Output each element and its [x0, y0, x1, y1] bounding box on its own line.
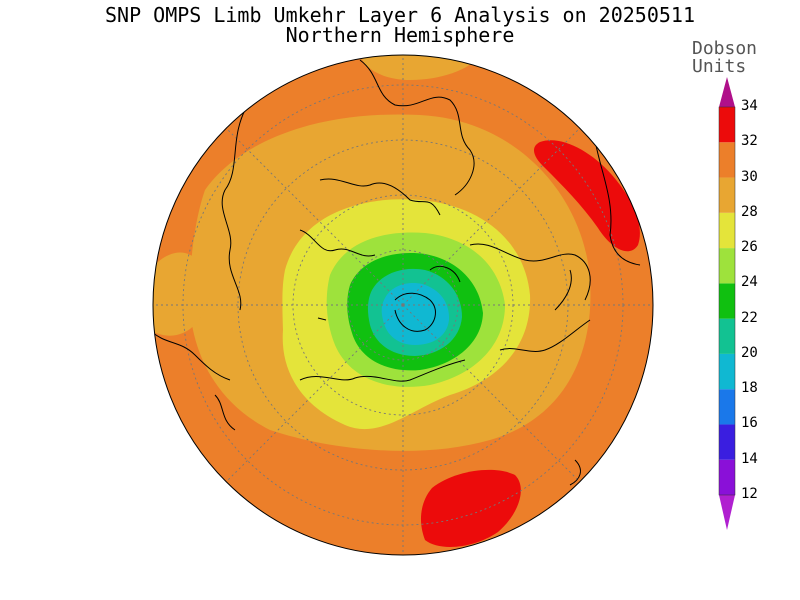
colorbar-band — [719, 248, 735, 284]
map-subtitle: Northern Hemisphere — [285, 23, 515, 47]
colorbar — [718, 77, 736, 530]
colorbar-under-arrow — [719, 495, 735, 530]
colorbar-units-line2: Units — [692, 56, 747, 77]
field-28-30-top — [360, 55, 480, 80]
colorbar-tick-label: 22 — [741, 309, 758, 326]
colorbar-band — [719, 283, 735, 319]
colorbar-band — [719, 212, 735, 249]
colorbar-band — [719, 459, 735, 495]
colorbar-band — [719, 353, 735, 390]
coastlines — [153, 59, 641, 486]
colorbar-band — [719, 142, 735, 178]
field-28-30-left — [153, 252, 210, 336]
colorbar-band — [719, 424, 735, 460]
colorbar-tick-label: 26 — [741, 239, 758, 256]
colorbar-tick-label: 34 — [741, 98, 758, 114]
field-32-34-south — [420, 469, 521, 547]
colorbar-band — [719, 107, 735, 143]
colorbar-tick-label: 12 — [741, 486, 758, 502]
map-border — [152, 54, 654, 556]
colorbar-units-line1: Dobson — [692, 38, 758, 59]
colorbar-band — [719, 389, 735, 425]
colorbar-tick-label: 14 — [741, 450, 758, 467]
colorbar-tick-label: 24 — [741, 274, 758, 291]
colorbar-band — [719, 318, 735, 354]
field-32-34-pacific — [533, 140, 640, 252]
map-title: SNP OMPS Limb Umkehr Layer 6 Analysis on… — [104, 3, 695, 27]
colorbar-tick-label: 30 — [741, 168, 758, 185]
colorbar-outline — [718, 106, 736, 496]
ozone-field — [153, 55, 653, 555]
colorbar-tick-label: 16 — [741, 415, 758, 432]
colorbar-tick-label: 32 — [741, 133, 758, 150]
field-18-20 — [381, 283, 450, 345]
graticule — [153, 55, 653, 555]
colorbar-tick-label: 20 — [741, 344, 758, 361]
colorbar-tick-label: 18 — [741, 380, 758, 397]
colorbar-over-arrow — [719, 77, 735, 107]
colorbar-tick-label: 28 — [741, 203, 758, 220]
colorbar-band — [719, 177, 735, 213]
